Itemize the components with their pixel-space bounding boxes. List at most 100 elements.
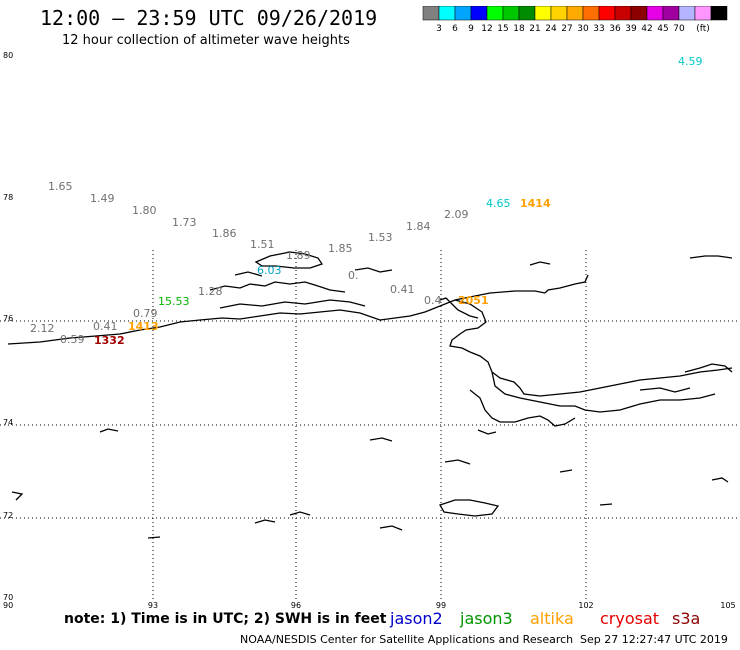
island-east-2 <box>639 387 691 393</box>
wave-height-value: 1.85 <box>328 242 353 255</box>
colorbar-tick: 33 <box>593 24 604 34</box>
wave-height-value: 6.03 <box>257 264 282 277</box>
colorbar-tick: 70 <box>673 24 685 34</box>
coastline-lower <box>491 371 716 413</box>
footer-note: note: 1) Time is in UTC; 2) SWH is in fe… <box>64 611 387 627</box>
colorbar-tick: 9 <box>468 24 474 34</box>
coastline-bay <box>469 389 576 427</box>
wave-height-value: 1.80 <box>132 204 157 217</box>
island-north-2 <box>689 255 733 259</box>
island-south-12 <box>559 469 573 473</box>
colorbar-unit: (ft) <box>696 24 710 34</box>
colorbar-tick: 30 <box>577 24 589 34</box>
wave-height-value: 2.09 <box>444 208 469 221</box>
island-group-3 <box>234 271 263 277</box>
latitude-label: 76 <box>3 314 13 323</box>
wave-height-value: 1.28 <box>198 285 223 298</box>
colorbar-tick: 45 <box>657 24 668 34</box>
latitude-label: 70 <box>3 593 13 602</box>
colorbar-tick: 15 <box>497 24 508 34</box>
wave-height-value: 1.65 <box>48 180 73 193</box>
latitude-label: 72 <box>3 511 13 520</box>
longitude-label: 90 <box>3 601 13 610</box>
wave-height-value: 0.4 <box>424 294 442 307</box>
wave-height-value: 1413 <box>128 320 159 333</box>
colorbar-tick: 21 <box>529 24 540 34</box>
island-south-4 <box>444 459 471 465</box>
latitude-label: 80 <box>3 51 13 60</box>
island-group-2 <box>219 299 366 309</box>
longitude-label: 99 <box>436 601 446 610</box>
wave-height-value: 1.53 <box>368 231 393 244</box>
coastline-cape <box>439 297 479 319</box>
island-south-10 <box>599 503 613 506</box>
wave-height-value: 2.12 <box>30 322 55 335</box>
island-north-1 <box>254 251 324 269</box>
wave-height-value: 0. <box>348 269 359 282</box>
wave-height-value: 0.79 <box>133 307 158 320</box>
island-south-8 <box>379 525 403 531</box>
wave-height-value: 1332 <box>94 334 125 347</box>
island-east-1 <box>684 363 733 373</box>
wave-height-value: 2051 <box>458 294 489 307</box>
credit-line: NOAA/NESDIS Center for Satellite Applica… <box>240 633 574 646</box>
colorbar-tick: 42 <box>641 24 652 34</box>
island-taimyr <box>439 499 500 517</box>
latitude-label: 78 <box>3 193 13 202</box>
colorbar-tick: 6 <box>452 24 458 34</box>
island-group-4 <box>354 267 393 273</box>
wave-height-value: 1.49 <box>90 192 115 205</box>
legend-s3a: s3a <box>672 609 701 628</box>
colorbar-tick: 3 <box>436 24 442 34</box>
colorbar-tick: 24 <box>545 24 557 34</box>
legend-cryosat: cryosat <box>600 609 660 628</box>
island-south-3 <box>369 437 393 442</box>
page-title: 12:00 – 23:59 UTC 09/26/2019 <box>40 6 378 30</box>
latitude-labels: 80 78 76 74 72 70 <box>3 51 13 602</box>
longitude-labels: 90 93 96 99 102 105 <box>3 601 736 610</box>
wave-height-value: 0.41 <box>390 283 415 296</box>
page-subtitle: 12 hour collection of altimeter wave hei… <box>62 33 350 48</box>
wave-height-value: 0.59 <box>60 333 85 346</box>
island-south-5 <box>254 519 276 524</box>
island-south-2 <box>99 428 119 433</box>
island-south-1 <box>477 429 497 435</box>
island-south-7 <box>289 511 311 516</box>
longitude-label: 105 <box>720 601 735 610</box>
wave-height-value: 0.41 <box>93 320 118 333</box>
longitude-label: 93 <box>148 601 158 610</box>
longitude-label: 96 <box>291 601 301 610</box>
wave-height-value: 1414 <box>520 197 551 210</box>
wave-height-value: 1.89 <box>286 249 311 262</box>
colorbar-tick: 12 <box>481 24 492 34</box>
longitude-label: 102 <box>578 601 593 610</box>
island-south-9 <box>147 536 161 539</box>
coastline-main <box>7 290 546 345</box>
legend-altika: altika <box>530 609 574 628</box>
generation-timestamp: Sep 27 12:27:47 UTC 2019 <box>580 633 728 646</box>
wave-height-value: 4.65 <box>486 197 511 210</box>
graticule <box>0 250 740 600</box>
wave-height-value: 1.73 <box>172 216 197 229</box>
wave-height-value: 1.84 <box>406 220 431 233</box>
island-north-3 <box>529 261 551 266</box>
island-south-11 <box>711 477 729 483</box>
colorbar-tick: 39 <box>625 24 637 34</box>
colorbar-legend: 3 6 9 12 15 18 21 24 27 30 33 36 39 42 45 70 (ft) <box>422 6 728 34</box>
colorbar-tick: 36 <box>609 24 621 34</box>
wave-height-observations: 4.59 1.65 1.49 1.80 1.73 1.86 1.51 1.89 1.85 1.53… <box>30 55 703 347</box>
colorbar-tick: 27 <box>561 24 572 34</box>
coastline-inlet <box>449 299 733 397</box>
island-south-6 <box>11 491 24 501</box>
wave-height-value: 1.51 <box>250 238 275 251</box>
wave-height-value: 1.86 <box>212 227 237 240</box>
wave-height-value: 4.59 <box>678 55 703 68</box>
coastline <box>7 251 733 539</box>
colorbar-tick: 18 <box>513 24 525 34</box>
wave-height-value: 15.53 <box>158 295 190 308</box>
legend-jason3: jason3 <box>460 609 513 628</box>
legend-jason2: jason2 <box>390 609 443 628</box>
coastline-east <box>544 274 589 294</box>
latitude-label: 74 <box>3 418 13 427</box>
